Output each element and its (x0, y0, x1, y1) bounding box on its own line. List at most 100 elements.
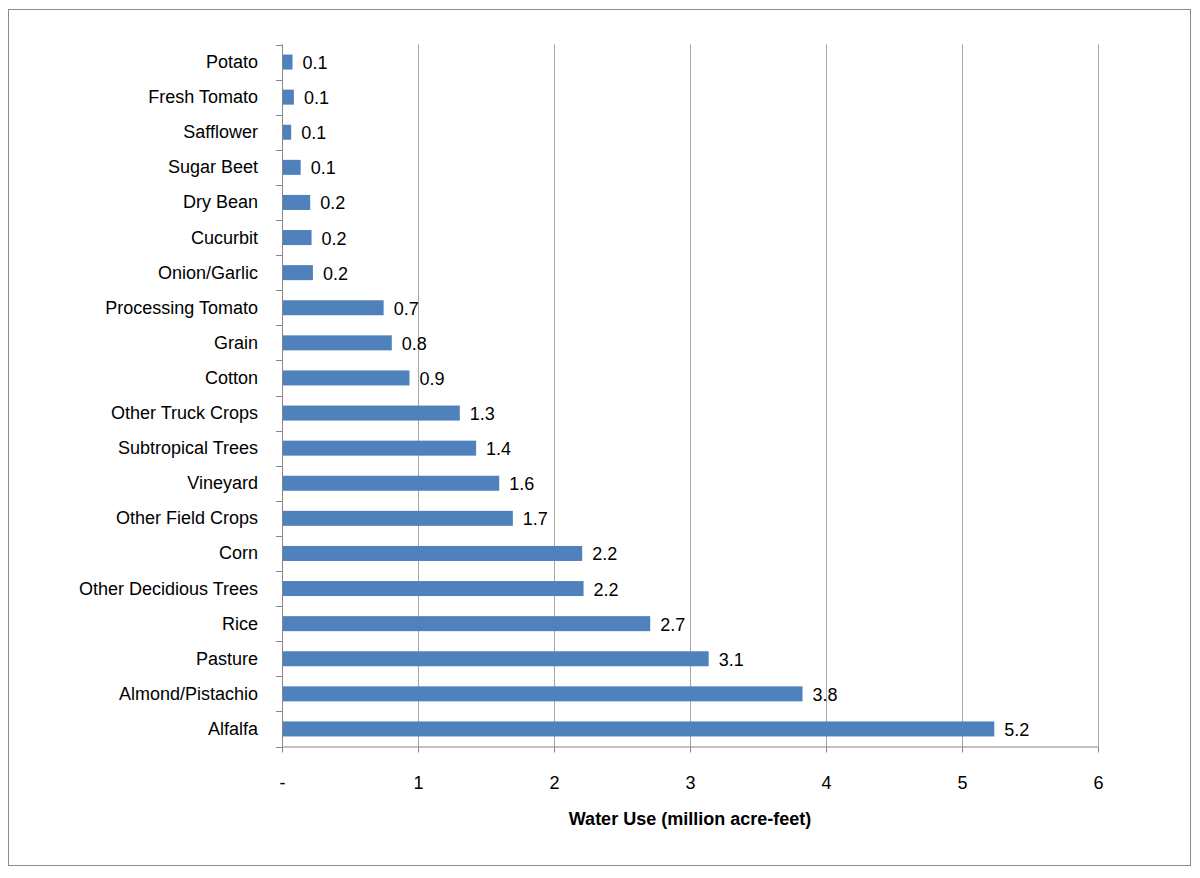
data-label: 1.6 (509, 474, 534, 494)
y-axis-line (282, 45, 283, 747)
x-tick-label: 4 (821, 773, 831, 793)
x-axis: -123456 (280, 747, 1104, 793)
data-label: 2.7 (660, 615, 685, 635)
category-label: Subtropical Trees (118, 438, 258, 458)
category-label: Alfalfa (208, 719, 259, 739)
category-label: Other Decidious Trees (79, 579, 258, 599)
data-label: 0.2 (322, 229, 347, 249)
y-tick (276, 606, 282, 607)
bar (283, 476, 499, 491)
y-tick (276, 536, 282, 537)
y-tick (276, 115, 282, 116)
category-label: Other Truck Crops (111, 403, 258, 423)
category-label: Almond/Pistachio (119, 684, 258, 704)
grid-line (1098, 45, 1099, 747)
category-label: Cotton (205, 368, 258, 388)
x-axis-line (282, 747, 1098, 748)
x-tick-label: 2 (549, 773, 559, 793)
y-tick (276, 80, 282, 81)
bar (283, 195, 310, 210)
bar (283, 546, 582, 561)
bar (283, 511, 513, 526)
data-label: 3.1 (719, 650, 744, 670)
category-label: Cucurbit (191, 228, 258, 248)
y-tick (276, 185, 282, 186)
bar (283, 686, 803, 701)
data-label: 0.7 (394, 299, 419, 319)
y-axis: Potato Fresh Tomato Safflower Sugar Beet Dry… (79, 45, 283, 748)
bar (283, 441, 476, 456)
data-label: 2.2 (594, 580, 619, 600)
category-label: Sugar Beet (168, 157, 258, 177)
chart-border (9, 10, 1191, 866)
data-label: 0.1 (304, 88, 329, 108)
bar (283, 651, 709, 666)
data-label: 0.1 (311, 158, 336, 178)
data-label: 0.9 (419, 369, 444, 389)
category-label: Safflower (183, 122, 258, 142)
data-label: 0.2 (323, 264, 348, 284)
grid-line (826, 45, 827, 747)
bar (283, 300, 384, 315)
y-tick (276, 255, 282, 256)
x-tick-label: 5 (957, 773, 967, 793)
category-label: Potato (206, 52, 258, 72)
x-tick-label: 1 (413, 773, 423, 793)
grid-line (690, 45, 691, 747)
x-tick (1098, 747, 1099, 753)
grid-line (962, 45, 963, 747)
y-tick (276, 711, 282, 712)
grid (283, 45, 1099, 747)
category-label: Corn (219, 543, 258, 563)
bar (283, 160, 301, 175)
category-label: Pasture (196, 649, 258, 669)
bar (283, 721, 994, 736)
y-tick (276, 360, 282, 361)
data-label: 1.7 (523, 509, 548, 529)
y-tick (276, 325, 282, 326)
data-label: 0.2 (320, 193, 345, 213)
data-labels: 0.1 0.1 0.1 0.1 0.2 0.2 0.2 0.7 0.8 0.9 1.3 1.4 1.6 1… (301, 53, 1029, 740)
y-tick (276, 747, 282, 748)
y-tick (276, 45, 282, 46)
background (0, 0, 1200, 878)
bar (283, 406, 460, 421)
category-label: Rice (222, 614, 258, 634)
category-label: Vineyard (187, 473, 258, 493)
y-tick (276, 641, 282, 642)
bar (283, 90, 294, 105)
y-tick (276, 220, 282, 221)
x-tick-label: - (280, 773, 286, 793)
bar (283, 125, 291, 140)
bar (283, 55, 293, 70)
bar (283, 230, 312, 245)
category-label: Fresh Tomato (148, 87, 258, 107)
data-label: 0.8 (402, 334, 427, 354)
bar (283, 370, 409, 385)
y-tick (276, 676, 282, 677)
data-label: 0.1 (301, 123, 326, 143)
category-label: Grain (214, 333, 258, 353)
data-label: 1.3 (470, 404, 495, 424)
data-label: 1.4 (486, 439, 511, 459)
bar (283, 581, 584, 596)
category-label: Dry Bean (183, 192, 258, 212)
data-label: 0.1 (303, 53, 328, 73)
y-tick (276, 431, 282, 432)
x-axis-label: Water Use (million acre-feet) (569, 809, 811, 829)
y-tick (276, 501, 282, 502)
data-label: 3.8 (813, 685, 838, 705)
grid-line (554, 45, 555, 747)
category-label: Other Field Crops (116, 508, 258, 528)
bar (283, 265, 313, 280)
y-tick (276, 396, 282, 397)
y-tick (276, 571, 282, 572)
bar (283, 335, 392, 350)
data-label: 5.2 (1004, 720, 1029, 740)
data-label: 2.2 (592, 544, 617, 564)
y-tick (276, 466, 282, 467)
page: {"chart_data": {"type": "bar", "orientat… (0, 0, 1200, 878)
y-tick (276, 150, 282, 151)
category-label: Processing Tomato (105, 298, 258, 318)
chart: -123456PotatoFresh TomatoSafflowerSugar … (0, 0, 1200, 878)
